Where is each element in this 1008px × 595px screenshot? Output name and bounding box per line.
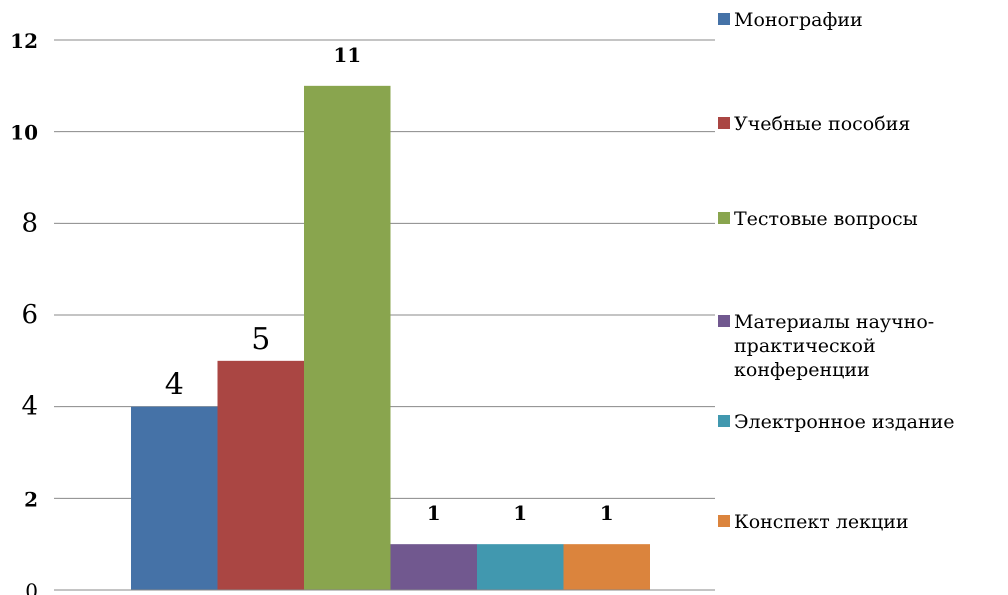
legend-swatch bbox=[718, 212, 730, 224]
y-tick-label: 2 bbox=[24, 487, 38, 511]
bar bbox=[563, 544, 650, 590]
data-label: 4 bbox=[165, 368, 184, 403]
bar bbox=[477, 544, 564, 590]
legend-label: Материалы научно-практической конференци… bbox=[734, 311, 935, 381]
y-tick-label: 0 bbox=[25, 579, 38, 595]
legend-label: Конспект лекции bbox=[734, 511, 909, 533]
legend-label: Тестовые вопросы bbox=[734, 208, 918, 230]
data-label: 5 bbox=[251, 322, 270, 357]
legend-item: Учебные пособия bbox=[718, 112, 1002, 136]
legend-item: Монографии bbox=[718, 8, 1002, 32]
y-axis-tick-labels: 0 2 4 6 8 10 12 bbox=[10, 29, 38, 595]
legend-swatch bbox=[718, 13, 730, 25]
legend-item: Материалы научно-практической конференци… bbox=[718, 310, 1002, 382]
bars bbox=[131, 85, 650, 590]
data-label: 1 bbox=[513, 501, 527, 525]
y-tick-label: 12 bbox=[10, 29, 38, 53]
legend-label: Монографии bbox=[734, 9, 863, 31]
data-label: 1 bbox=[600, 501, 614, 525]
y-tick-label: 6 bbox=[21, 300, 38, 330]
legend-swatch bbox=[718, 515, 730, 527]
y-tick-label: 8 bbox=[21, 208, 38, 238]
legend-item: Конспект лекции bbox=[718, 510, 1002, 534]
legend-swatch bbox=[718, 315, 730, 327]
bar bbox=[131, 406, 218, 590]
bar bbox=[304, 85, 391, 590]
legend-label: Учебные пособия bbox=[734, 113, 911, 135]
legend-item: Электронное издание bbox=[718, 410, 1002, 434]
legend-swatch bbox=[718, 415, 730, 427]
bar bbox=[390, 544, 477, 590]
y-tick-label: 10 bbox=[10, 121, 38, 145]
bar bbox=[217, 360, 304, 590]
legend: Монографии Учебные пособия Тестовые вопрос… bbox=[718, 0, 1008, 595]
data-label: 1 bbox=[427, 501, 441, 525]
legend-label: Электронное издание bbox=[734, 411, 955, 433]
y-tick-label: 4 bbox=[21, 392, 38, 422]
legend-swatch bbox=[718, 117, 730, 129]
data-label: 11 bbox=[333, 43, 361, 67]
legend-item: Тестовые вопросы bbox=[718, 207, 1002, 231]
